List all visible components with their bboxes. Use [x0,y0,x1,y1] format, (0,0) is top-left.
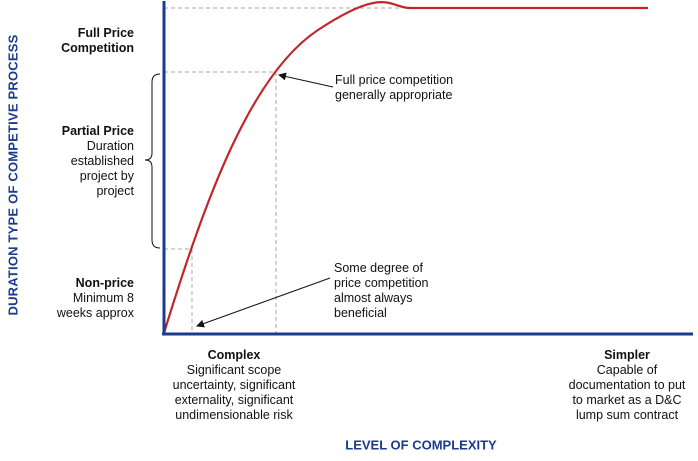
y-level-line: Duration [86,139,134,153]
x-label-heading: Complex [207,348,261,362]
y-level-heading: Non-price [75,276,134,290]
callout-line: Full price competition [335,73,454,87]
complexity-curve [162,1,648,334]
y-level-line: Minimum 8 [72,291,134,305]
callout-full-price: Full price competition generally appropr… [335,73,453,103]
y-level-partial-price: Partial Price Duration established proje… [20,124,134,199]
callout-some-degree: Some degree of price competition almost … [334,261,429,321]
y-level-non-price: Non-price Minimum 8 weeks approx [20,276,134,321]
callout-arrow-some-degree [196,277,331,328]
y-level-line: established [70,154,134,168]
x-label-line: to market as a D&C [572,393,682,407]
partial-price-bracket [144,73,161,249]
y-level-heading: Full Price [77,26,134,40]
x-label-line: Capable of [596,363,658,377]
x-label-simpler: Simpler Capable of documentation to put … [560,348,694,423]
y-level-line: project [96,184,134,198]
y-level-line: weeks approx [56,306,134,320]
y-level-full-price: Full Price Competition [20,26,134,56]
x-label-complex: Complex Significant scope uncertainty, s… [164,348,304,423]
x-label-heading: Simpler [604,348,650,362]
callout-line: price competition [334,276,429,290]
callout-line: almost always [334,291,413,305]
x-label-line: undimensionable risk [175,408,293,422]
y-level-line: Competition [61,41,134,55]
callout-arrow-full-price [278,72,334,88]
callout-line: Some degree of [334,261,423,275]
callout-line: beneficial [334,306,387,320]
x-label-line: externality, significant [174,393,294,407]
x-axis-title: LEVEL OF COMPLEXITY [345,437,497,453]
y-axis-title: DURATION TYPE OF COMPETIVE PROCESS [5,34,21,316]
x-label-line: lump sum contract [575,408,679,422]
x-label-line: Significant scope [186,363,282,377]
y-level-heading: Partial Price [61,124,134,138]
x-label-line: uncertainty, significant [172,378,296,392]
callout-line: generally appropriate [335,88,453,102]
y-level-line: project by [79,169,134,183]
x-label-line: documentation to put [568,378,686,392]
